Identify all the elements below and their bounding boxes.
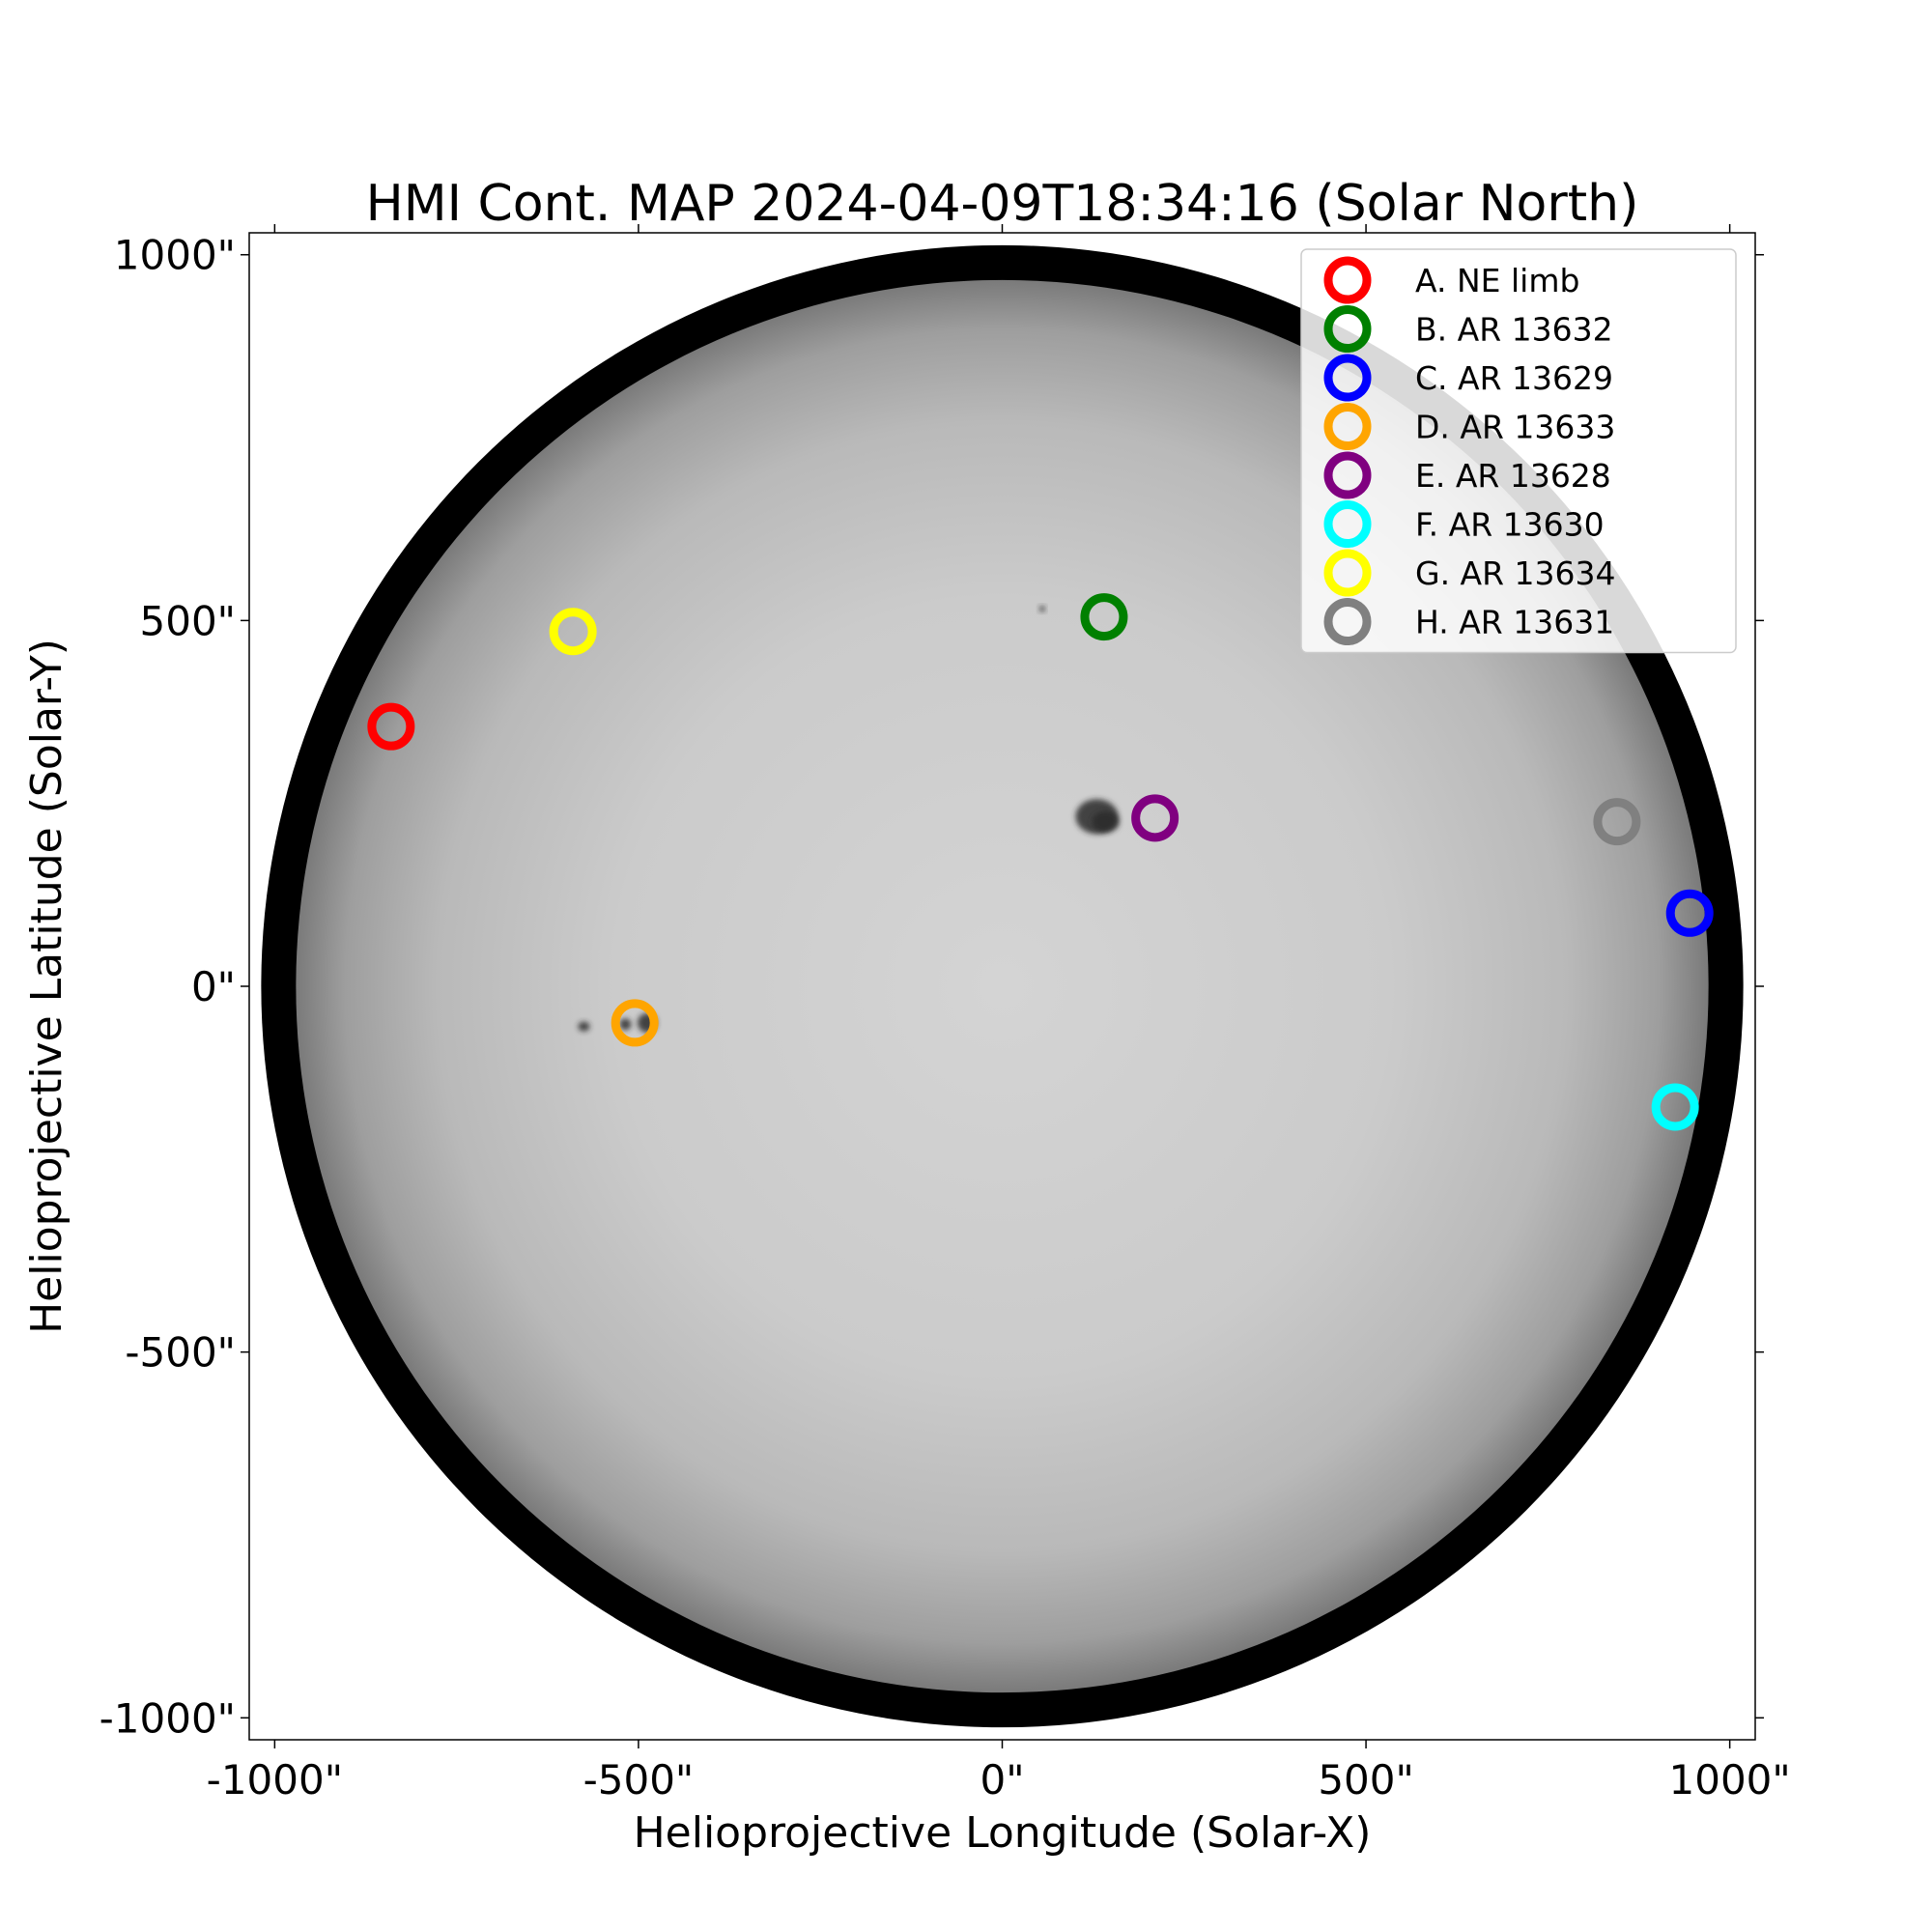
- y-axis-label: Helioprojective Latitude (Solar-Y): [22, 639, 71, 1334]
- legend-label-c: C. AR 13629: [1415, 359, 1613, 397]
- axis-tick-labels: -1000" -500" 0" 500" 1000" 1000" 500" 0" -500" -1…: [99, 232, 1791, 1804]
- x-tick-label-0: -1000": [207, 1756, 343, 1804]
- legend-label-b: B. AR 13632: [1415, 311, 1613, 349]
- region-markers: [367, 593, 1714, 1131]
- legend-marker-h: [1323, 598, 1372, 645]
- sunspot-1: [1092, 810, 1120, 833]
- marker-e: [1131, 794, 1179, 842]
- marker-d: [611, 999, 659, 1047]
- axis-ticks: [241, 224, 1764, 1748]
- legend-label-f: F. AR 13630: [1415, 506, 1605, 544]
- y-tick-label-4: -1000": [99, 1694, 236, 1742]
- x-tick-label-3: 500": [1318, 1756, 1413, 1804]
- x-tick-label-1: -500": [583, 1756, 695, 1804]
- legend-box: [1300, 248, 1737, 654]
- legend-marker-g: [1323, 549, 1372, 597]
- marker-c: [1665, 889, 1714, 937]
- y-tick-label-2: 0": [191, 963, 236, 1010]
- sunspot-5: [1038, 606, 1045, 612]
- y-tick-label-3: -500": [125, 1329, 236, 1377]
- marker-b: [1080, 593, 1128, 641]
- legend-label-g: G. AR 13634: [1415, 554, 1616, 592]
- legend-label-h: H. AR 13631: [1415, 604, 1614, 641]
- marker-a: [367, 702, 415, 751]
- x-tick-label-2: 0": [980, 1756, 1024, 1804]
- legend-label-a: A. NE limb: [1415, 262, 1579, 299]
- x-tick-label-4: 1000": [1669, 1756, 1791, 1804]
- legend-label-d: D. AR 13633: [1415, 409, 1615, 446]
- legend-marker-f: [1323, 500, 1372, 548]
- x-axis-label: Helioprojective Longitude (Solar-X): [634, 1808, 1372, 1858]
- y-tick-label-0: 1000": [114, 232, 236, 279]
- legend-marker-a: [1323, 256, 1372, 304]
- legend-marker-d: [1323, 403, 1372, 450]
- marker-f: [1651, 1083, 1699, 1131]
- legend: A. NE limb B. AR 13632 C. AR 13629 D. AR 13…: [1300, 248, 1737, 654]
- legend-marker-c: [1323, 354, 1372, 402]
- legend-marker-b: [1323, 305, 1372, 353]
- y-tick-label-1: 500": [140, 597, 236, 644]
- sunspots-layer: [578, 606, 1120, 1033]
- sunspot-3: [619, 1018, 632, 1031]
- sunspot-4: [578, 1021, 590, 1032]
- marker-g: [549, 608, 597, 656]
- marker-h: [1593, 798, 1641, 846]
- legend-label-e: E. AR 13628: [1415, 457, 1611, 495]
- legend-marker-e: [1323, 451, 1372, 499]
- chart-title: HMI Cont. MAP 2024-04-09T18:34:16 (Solar…: [366, 175, 1639, 233]
